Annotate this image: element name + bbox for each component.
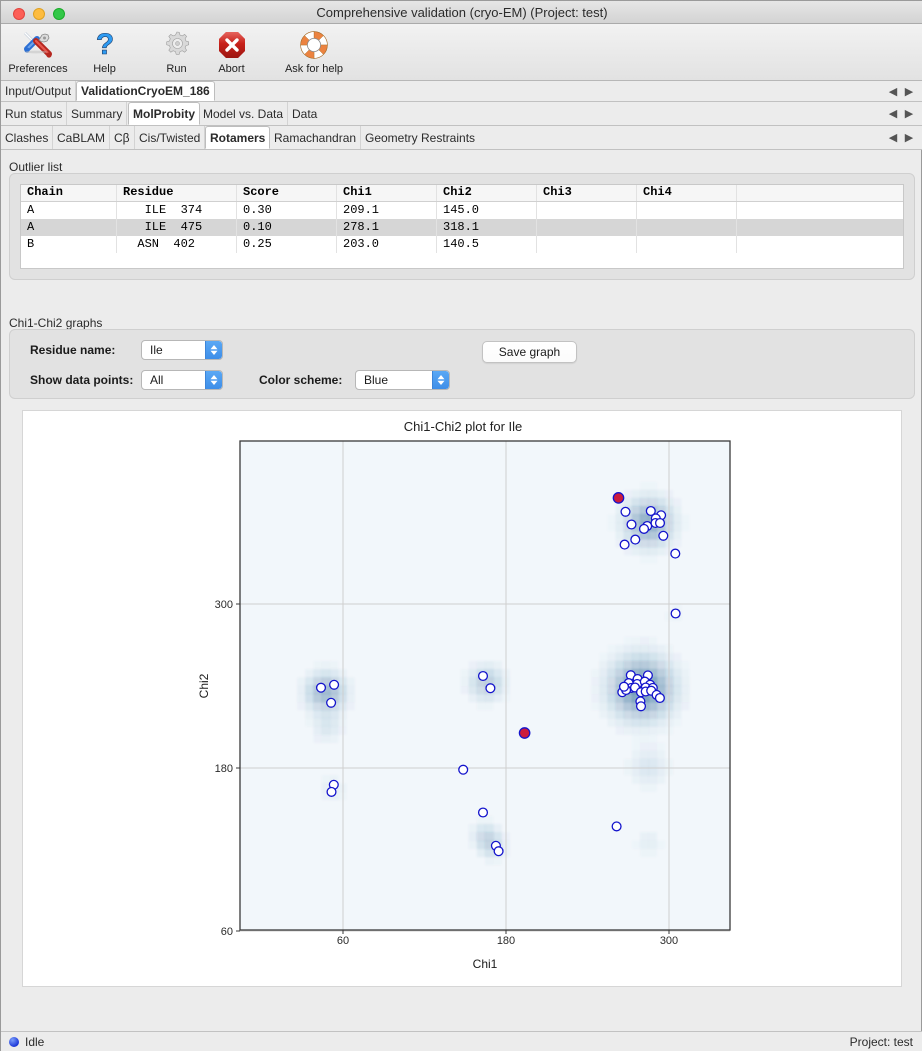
- svg-text:300: 300: [215, 599, 233, 611]
- svg-text:60: 60: [337, 935, 349, 947]
- svg-text:180: 180: [497, 935, 515, 947]
- svg-text:?: ?: [95, 29, 113, 61]
- svg-text:300: 300: [660, 935, 678, 947]
- svg-text:Chi1: Chi1: [473, 957, 498, 971]
- svg-text:Chi2: Chi2: [197, 673, 211, 698]
- svg-text:60: 60: [221, 926, 233, 938]
- svg-text:180: 180: [215, 763, 233, 775]
